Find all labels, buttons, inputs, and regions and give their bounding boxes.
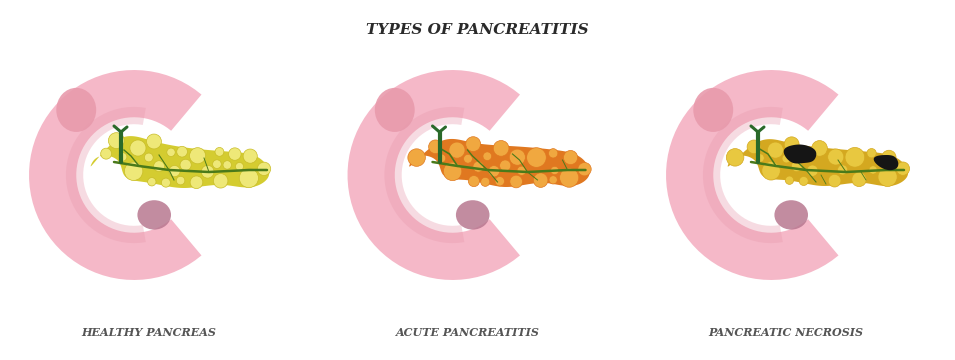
Circle shape [228, 148, 241, 160]
Circle shape [828, 149, 844, 165]
Polygon shape [385, 107, 464, 243]
Circle shape [109, 133, 124, 149]
Circle shape [550, 166, 559, 175]
Polygon shape [91, 136, 269, 188]
Ellipse shape [775, 200, 808, 230]
Circle shape [727, 149, 744, 166]
Circle shape [782, 154, 791, 163]
Circle shape [443, 162, 462, 181]
Circle shape [867, 149, 877, 158]
Circle shape [838, 165, 848, 175]
Circle shape [177, 176, 185, 185]
Circle shape [747, 140, 761, 154]
Circle shape [202, 165, 214, 178]
Circle shape [526, 148, 546, 167]
Circle shape [878, 167, 897, 186]
Text: HEALTHY PANCREAS: HEALTHY PANCREAS [81, 327, 217, 338]
Circle shape [473, 161, 484, 172]
Circle shape [466, 137, 480, 152]
Circle shape [881, 150, 896, 165]
Circle shape [495, 176, 504, 186]
Circle shape [510, 175, 522, 188]
Polygon shape [874, 155, 899, 170]
Polygon shape [348, 70, 520, 280]
Circle shape [755, 154, 764, 162]
Circle shape [161, 178, 170, 187]
Circle shape [549, 176, 558, 184]
Circle shape [130, 140, 146, 156]
Circle shape [449, 142, 465, 158]
Circle shape [189, 148, 205, 164]
Circle shape [801, 152, 810, 161]
Circle shape [578, 162, 591, 176]
Polygon shape [666, 70, 838, 280]
Circle shape [180, 159, 191, 171]
Polygon shape [409, 139, 589, 187]
Circle shape [785, 176, 794, 184]
Circle shape [792, 161, 802, 172]
Circle shape [799, 176, 808, 185]
Circle shape [236, 162, 244, 171]
Circle shape [852, 172, 866, 186]
Circle shape [408, 149, 425, 166]
Circle shape [213, 160, 222, 168]
Circle shape [468, 176, 479, 186]
Circle shape [499, 160, 511, 171]
Circle shape [494, 140, 509, 156]
Circle shape [517, 166, 526, 175]
Circle shape [177, 146, 187, 157]
Polygon shape [29, 70, 202, 280]
Circle shape [869, 166, 878, 174]
Circle shape [223, 161, 231, 169]
Circle shape [124, 162, 143, 180]
Circle shape [190, 176, 202, 189]
Text: ACUTE PANCREATITIS: ACUTE PANCREATITIS [395, 327, 540, 338]
Circle shape [828, 174, 841, 187]
Circle shape [148, 177, 156, 186]
Circle shape [560, 168, 579, 187]
Ellipse shape [138, 200, 171, 230]
Ellipse shape [56, 88, 96, 132]
Circle shape [463, 154, 473, 163]
Polygon shape [728, 139, 908, 186]
Circle shape [146, 134, 161, 149]
Circle shape [169, 166, 180, 177]
Circle shape [429, 140, 442, 154]
Circle shape [534, 173, 548, 188]
Circle shape [154, 161, 164, 172]
Circle shape [213, 174, 228, 188]
Circle shape [768, 142, 783, 158]
Ellipse shape [456, 200, 490, 230]
Circle shape [144, 153, 153, 162]
Text: PANCREATIC NECROSIS: PANCREATIC NECROSIS [709, 327, 863, 338]
Circle shape [896, 162, 909, 175]
Circle shape [167, 148, 175, 157]
Circle shape [509, 149, 525, 165]
Polygon shape [66, 107, 146, 243]
Circle shape [118, 153, 127, 161]
Circle shape [480, 177, 490, 186]
Circle shape [488, 166, 499, 177]
Polygon shape [703, 107, 783, 243]
Circle shape [845, 148, 864, 167]
Circle shape [244, 149, 257, 163]
Circle shape [100, 148, 112, 159]
Text: TYPES OF PANCREATITIS: TYPES OF PANCREATITIS [366, 23, 589, 37]
Circle shape [437, 154, 446, 162]
Circle shape [784, 137, 799, 152]
Circle shape [812, 140, 827, 156]
Circle shape [807, 165, 818, 176]
Circle shape [257, 162, 270, 176]
Circle shape [483, 152, 492, 161]
Circle shape [563, 150, 578, 165]
Circle shape [215, 148, 223, 156]
Circle shape [240, 168, 259, 188]
Circle shape [548, 149, 558, 158]
Circle shape [762, 162, 780, 180]
Ellipse shape [693, 88, 733, 132]
Ellipse shape [374, 88, 414, 132]
Polygon shape [784, 144, 817, 163]
